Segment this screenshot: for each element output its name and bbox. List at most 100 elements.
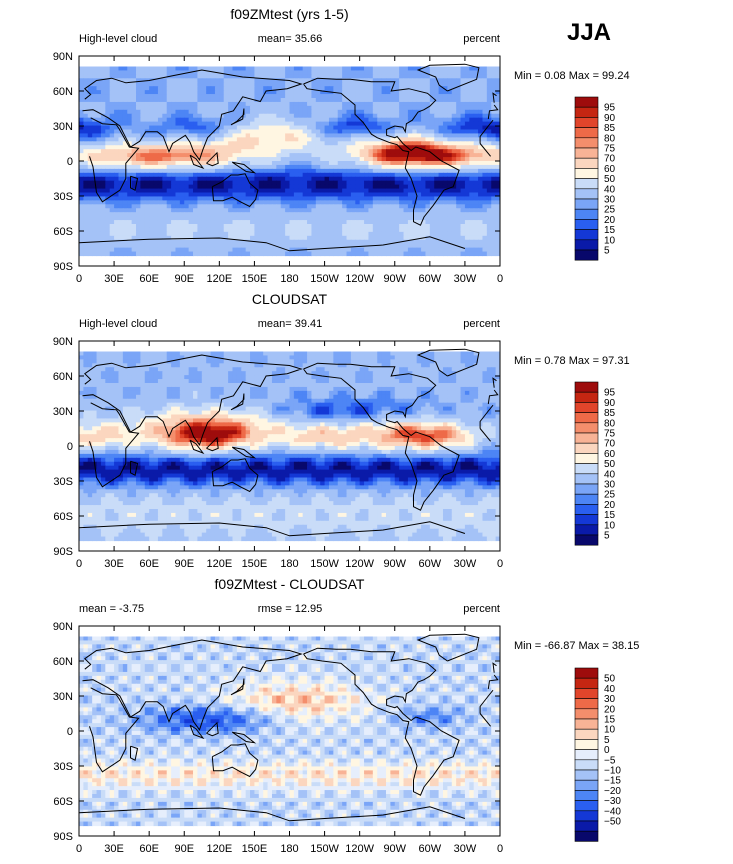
colorbar-box [574,432,599,444]
panel-left-label: High-level cloud [79,318,157,330]
colorbar-box [574,739,599,750]
colorbar-box [574,96,599,108]
colorbar-label: 30 [604,480,616,491]
colorbar-box [574,820,599,832]
colorbar-box [574,391,599,403]
colorbar-box [574,127,599,139]
y-tick-label: 60S [53,511,73,523]
x-tick-label: 0 [497,843,503,855]
colorbar-box [574,524,599,536]
colorbar-label: 10 [604,235,616,246]
colorbar-box [574,493,599,505]
y-tick-label: 60N [53,656,73,668]
map-panel-2: CLOUDSAT High-level cloud mean= 39.41 perce… [53,291,630,570]
colorbar-box [574,718,599,730]
colorbar-box [574,168,599,179]
colorbar-label: 10 [604,725,616,736]
colorbar-label: 20 [604,704,616,715]
colorbar-label: 0 [604,745,610,756]
panel-title: f09ZMtest (yrs 1-5) [230,6,348,22]
colorbar-label: 30 [604,694,616,705]
x-tick-label: 30W [454,273,477,285]
x-tick-label: 150W [310,273,339,285]
x-tick-label: 0 [76,843,82,855]
x-tick-label: 30E [104,273,124,285]
colorbar-box [574,178,599,190]
x-tick-label: 90E [174,558,194,570]
colorbar-label: 15 [604,225,616,236]
x-tick-label: 90E [174,843,194,855]
x-tick-label: 60W [419,558,442,570]
x-tick-label: 0 [497,558,503,570]
panel-right-label: percent [463,318,500,330]
colorbar-label: 5 [604,735,610,746]
x-tick-label: 0 [76,558,82,570]
colorbar-box [574,483,599,495]
panel-left-label: mean = -3.75 [79,603,144,615]
colorbar-label: −30 [604,796,621,807]
colorbar-box [574,229,599,241]
colorbar-label: −10 [604,766,621,777]
colorbar-box [574,188,599,200]
colorbar-label: 25 [604,205,616,216]
colorbar-box [574,137,599,149]
x-tick-label: 60E [139,558,159,570]
colorbar-label: 50 [604,459,616,470]
x-tick-label: 60E [139,843,159,855]
colorbar-label: 70 [604,439,616,450]
colorbar-label: 5 [604,531,610,542]
x-tick-label: 180 [280,558,298,570]
colorbar-label: 75 [604,429,616,440]
colorbar-box [574,759,599,771]
x-tick-label: 0 [76,273,82,285]
colorbar-box [574,402,599,413]
min-max-stats: Min = -66.87 Max = 38.15 [514,640,639,652]
colorbar-label: −15 [604,776,621,787]
colorbar-box [574,534,599,546]
x-tick-label: 60E [139,273,159,285]
colorbar-box [574,249,599,261]
y-tick-label: 0 [67,156,73,168]
x-tick-label: 120W [345,558,374,570]
colorbar-box [574,728,599,740]
y-tick-label: 0 [67,441,73,453]
y-tick-label: 0 [67,726,73,738]
x-tick-label: 30W [454,843,477,855]
colorbar-label: 85 [604,408,616,419]
x-tick-label: 120W [345,843,374,855]
colorbar-box [574,422,599,434]
y-tick-label: 60N [53,371,73,383]
panel-left-label: High-level cloud [79,33,157,45]
coastlines [79,63,499,252]
y-tick-label: 90S [53,261,73,273]
x-tick-label: 30W [454,558,477,570]
colorbar-label: 25 [604,490,616,501]
colorbar-box [574,208,599,220]
colorbar-box [574,198,599,210]
colorbar-box [574,677,599,689]
x-tick-label: 90W [383,558,406,570]
x-tick-label: 30E [104,843,124,855]
colorbar-label: 95 [604,388,616,399]
colorbar-box [574,800,599,812]
min-max-stats: Min = 0.08 Max = 99.24 [514,70,630,82]
colorbar-box [574,442,599,454]
colorbar-label: 30 [604,195,616,206]
x-tick-label: 150E [242,558,268,570]
x-tick-label: 30E [104,558,124,570]
x-tick-label: 0 [497,273,503,285]
colorbar-box [574,688,599,699]
x-tick-label: 120W [345,273,374,285]
panel-title: f09ZMtest - CLOUDSAT [215,576,365,592]
panel-right-label: percent [463,603,500,615]
panel-center-label: rmse = 12.95 [258,603,323,615]
colorbar-box [574,810,599,822]
min-max-stats: Min = 0.78 Max = 97.31 [514,355,630,367]
colorbar-box [574,473,599,485]
map-panel-1: f09ZMtest (yrs 1-5) High-level cloud mean=… [53,6,630,285]
panel-title: CLOUDSAT [252,291,328,307]
x-tick-label: 90W [383,273,406,285]
colorbar-label: 15 [604,715,616,726]
colorbar-box [574,830,599,842]
x-tick-label: 150E [242,273,268,285]
